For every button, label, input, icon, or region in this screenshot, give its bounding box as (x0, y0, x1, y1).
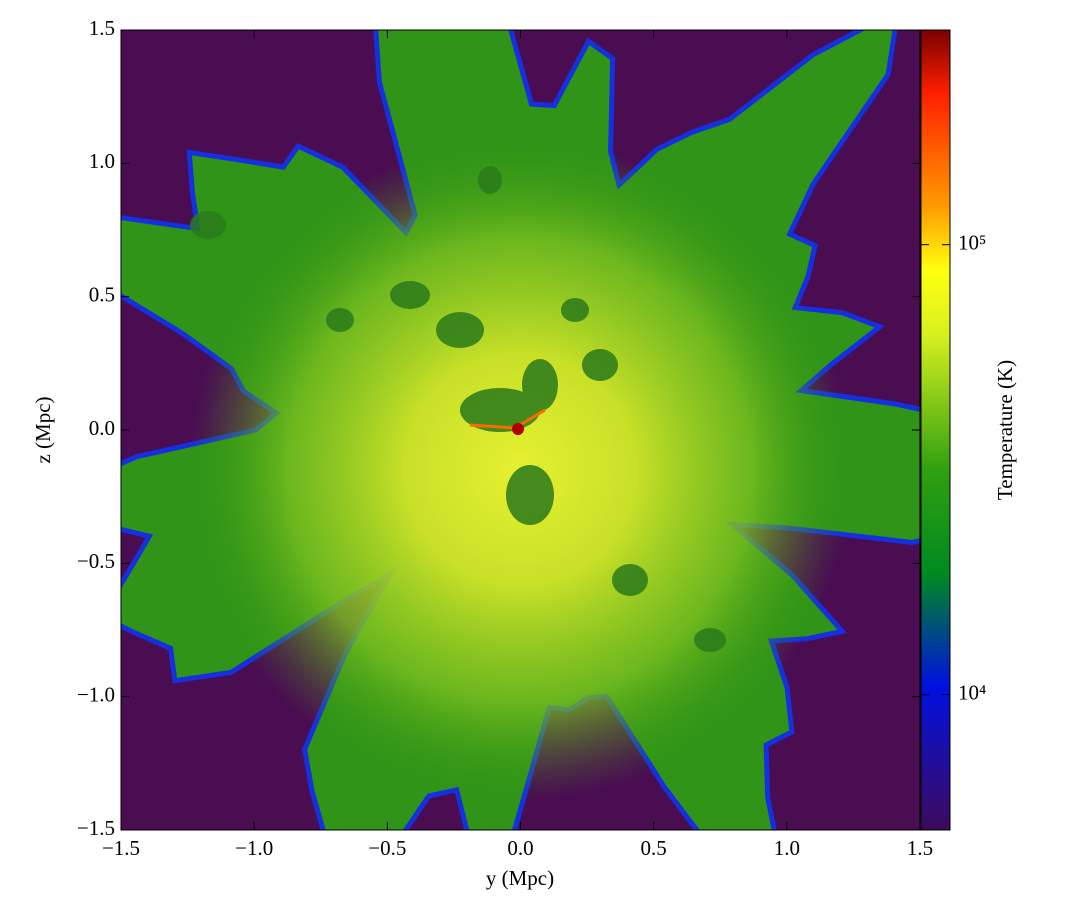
x-tick-label: 0.0 (507, 836, 533, 860)
y-tick-label: 0.5 (89, 282, 115, 306)
y-tick-label: 0.0 (89, 416, 115, 440)
y-axis-label: z (Mpc) (31, 396, 55, 463)
x-axis-label: y (Mpc) (486, 866, 554, 890)
y-tick-label: 1.0 (89, 149, 115, 173)
y-tick-label: −1.5 (77, 816, 115, 840)
colorbar (920, 29, 951, 831)
x-tick-label: −1.5 (102, 836, 140, 860)
x-tick-label: 1.0 (774, 836, 800, 860)
colorbar-tick-label: 10⁵ (958, 230, 986, 254)
colorbar-tick-label: 10⁴ (958, 680, 986, 704)
temperature-image (121, 30, 920, 830)
x-tick-label: 0.5 (641, 836, 667, 860)
x-tick-label: −1.0 (235, 836, 273, 860)
x-tick-label: −0.5 (368, 836, 406, 860)
y-tick-label: 1.5 (89, 16, 115, 40)
y-tick-label: −0.5 (77, 549, 115, 573)
colorbar-label: Temperature (K) (993, 360, 1017, 500)
y-tick-label: −1.0 (77, 682, 115, 706)
x-tick-label: 1.5 (907, 836, 933, 860)
